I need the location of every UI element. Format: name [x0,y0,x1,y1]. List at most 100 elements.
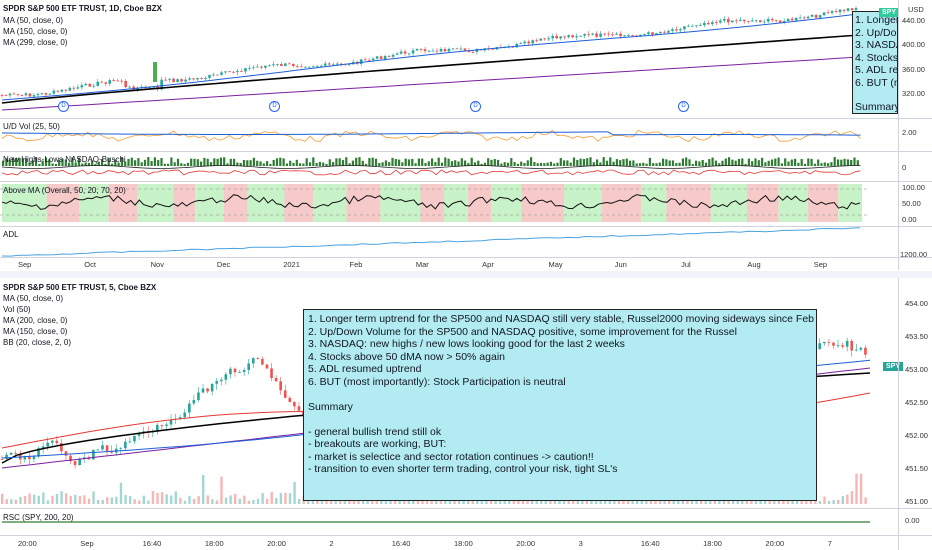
highs-bar [54,163,57,166]
top-price-plot[interactable] [0,0,870,118]
highs-bar [322,162,325,166]
analysis-annotation[interactable]: 1. Longer term uptrend for the SP500 and… [303,309,817,501]
highs-bar [262,163,265,166]
dividend-marker[interactable]: D [269,101,280,112]
candle-body [240,71,243,72]
highs-bar [97,161,100,166]
highs-bar [774,158,777,166]
candle-body [124,441,127,449]
top-price-tick: 360.00 [902,65,925,74]
highs-bar [71,157,74,166]
candle-body [184,79,187,82]
updown-volume-plot[interactable] [0,119,870,151]
highs-bar [84,162,87,166]
candle-body [599,33,602,37]
annotation-line: 3. NASDAQ: new highs / new lows looking … [308,338,625,350]
highs-bar [777,157,780,166]
volume-bar [197,496,200,504]
top-annotation-cropped[interactable]: 1. Longer 2. Up/Do 3. NASDA 4. Stocks 5.… [852,11,898,114]
candle-body [782,20,786,23]
top-price-tick: 400.00 [902,40,925,49]
annotation-line [308,388,812,401]
candle-body [854,8,858,10]
highs-bar [193,158,196,166]
volume-bar [151,491,155,504]
top-chart-area[interactable]: SPDR S&P 500 ETF TRUST, 1D, Cboe BZX MA … [0,0,932,270]
above-ma-plot[interactable] [0,182,870,226]
highs-bar [368,158,371,166]
zone-green [838,184,862,222]
candle-body [46,442,49,447]
dividend-marker[interactable]: D [470,101,481,112]
rsc-tick: 0.00 [905,516,920,525]
net-black-line [1,165,861,169]
highs-bar [827,163,830,166]
highs-bar [74,162,77,166]
dividend-marker[interactable]: D [58,101,69,112]
highs-bar [219,157,222,166]
bottom-chart-area[interactable]: SPDR S&P 500 ETF TRUST, 5, Cboe BZX MA (… [0,278,932,550]
highs-bar [94,163,97,166]
highs-bar [355,157,358,166]
dividend-marker[interactable]: D [678,101,689,112]
volume-bar [224,497,228,504]
top-overlay-ma50: MA (50, close, 0) [3,16,64,25]
highs-bar [718,163,721,166]
candle-body [859,347,863,350]
highs-bar [833,157,836,166]
volume-bar [818,500,822,504]
highs-bar [424,163,427,166]
candle-body [515,43,519,48]
highs-bar [642,162,645,166]
rsc-plot[interactable] [0,509,898,535]
highs-bar [483,162,486,166]
time-axis-tick: 18:00 [204,539,224,548]
highs-bar [576,159,579,166]
highs-lows-plot[interactable] [0,152,870,181]
volume-bar [74,494,77,504]
candle-body [798,17,802,19]
candle-body [20,95,24,96]
candle-body [183,412,187,418]
candle-body [587,34,590,36]
volume-bar [42,492,45,504]
candle-body [563,36,566,38]
top-time-axis: Sep Oct Nov Dec 2021 Feb Mar Apr May Jun Jul Aug Sep [0,260,898,270]
highs-bar [2,160,5,166]
highs-bar [391,157,394,166]
candle-body [307,66,311,68]
candle-body [288,63,291,65]
top-annotation-line: 1. Longer [855,14,898,26]
volume-bar [768,499,771,504]
volume-bar [850,491,854,504]
highs-bar [464,160,467,166]
volume-bar [192,499,196,504]
highs-bar [216,158,219,166]
zone-green [778,184,808,222]
candle-body [603,33,606,35]
candle-body [818,15,822,18]
highs-bar [487,158,490,166]
candle-body [41,446,45,449]
candle-body [274,377,278,382]
candle-body [60,89,64,92]
candle-body [100,81,104,83]
candle-body [176,79,179,83]
highs-bar [137,158,140,166]
highs-bar [737,158,741,166]
candle-body [407,53,411,55]
candle-body [60,443,63,452]
candle-body [96,449,100,451]
volume-bar [233,493,237,504]
highs-bar [81,163,84,166]
highs-bar [704,162,708,166]
candle-body [168,78,171,80]
candle-body [256,66,259,68]
adl-plot[interactable] [0,227,870,257]
highs-bar [21,158,24,166]
volume-bar [645,500,648,504]
candle-body [52,90,56,94]
volume-bar [69,495,72,504]
highs-bar [724,158,727,166]
candle-body [119,448,123,450]
